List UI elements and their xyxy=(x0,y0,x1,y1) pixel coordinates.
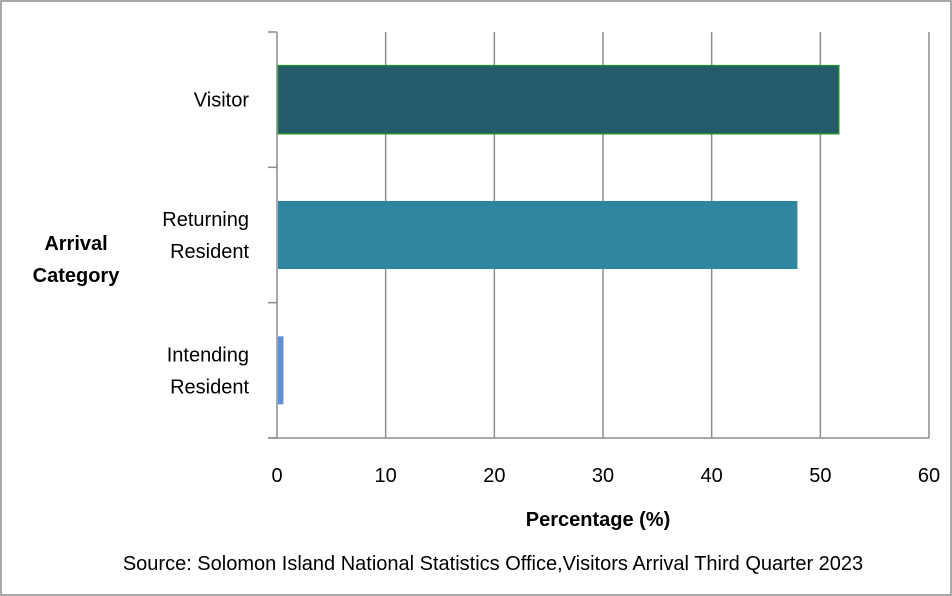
x-tick-label-10: 10 xyxy=(375,465,397,487)
category-label-2-line-1: Resident xyxy=(170,376,249,398)
x-tick-label-50: 50 xyxy=(809,465,831,487)
bar-0 xyxy=(277,64,840,135)
bars xyxy=(277,64,840,405)
source-note: Source: Solomon Island National Statisti… xyxy=(123,553,863,575)
x-axis-title: Percentage (%) xyxy=(526,509,671,531)
axes xyxy=(268,31,929,439)
x-tick-label-40: 40 xyxy=(701,465,723,487)
category-label-0-line-0: Visitor xyxy=(194,90,250,112)
bar-1 xyxy=(278,201,798,269)
x-tick-label-20: 20 xyxy=(483,465,505,487)
bar-2 xyxy=(278,336,284,405)
labels: 0 10 20 30 40 50 60 Visitor Returning Resident Int… xyxy=(33,90,940,575)
category-label-1-line-0: Returning xyxy=(162,209,249,231)
y-axis-title-line-1: Category xyxy=(33,265,121,287)
category-label-1-line-1: Resident xyxy=(170,241,249,263)
y-axis-title-line-0: Arrival xyxy=(44,233,107,255)
category-label-2-line-0: Intending xyxy=(167,344,249,366)
x-tick-label-0: 0 xyxy=(271,465,282,487)
x-tick-label-60: 60 xyxy=(918,465,940,487)
x-tick-label-30: 30 xyxy=(592,465,614,487)
